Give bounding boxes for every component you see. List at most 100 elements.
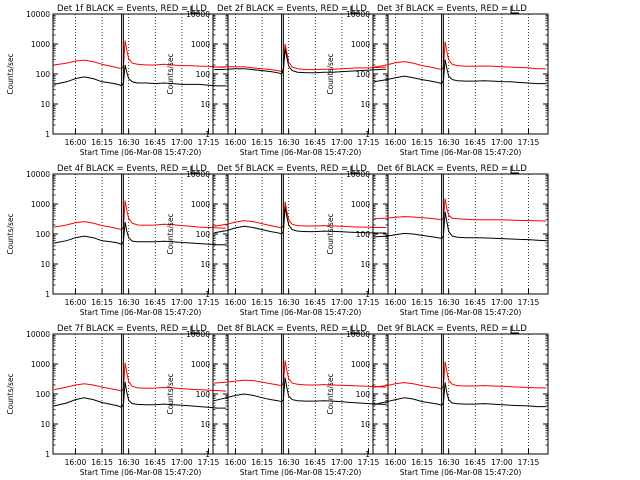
x-tick-label: 17:00	[171, 298, 193, 307]
x-tick-label: 17:15	[358, 298, 380, 307]
x-tick-label: 16:30	[118, 298, 140, 307]
panel-title: Det 6f BLACK = Events, RED = LLD	[377, 164, 527, 174]
legend-box	[510, 166, 519, 174]
x-axis-label: Start Time (06-Mar-08 15:47:20)	[80, 308, 202, 317]
series-line-lld	[374, 41, 547, 71]
y-tick-label: 10000	[346, 170, 370, 179]
x-tick-label: 16:15	[251, 138, 273, 147]
y-tick-label: 10000	[346, 10, 370, 19]
y-tick-label: 1	[365, 290, 370, 299]
series-line-lld	[54, 362, 227, 392]
x-tick-label: 16:45	[464, 298, 486, 307]
x-tick-label: 17:15	[358, 138, 380, 147]
y-tick-label: 1	[205, 130, 210, 139]
x-axis-label: Start Time (06-Mar-08 15:47:20)	[400, 468, 522, 477]
y-tick-label: 1000	[31, 200, 50, 209]
x-tick-label: 16:00	[65, 298, 87, 307]
x-tick-label: 17:15	[518, 298, 540, 307]
y-tick-label: 1	[365, 450, 370, 459]
y-tick-label: 100	[36, 230, 51, 239]
y-tick-label: 10	[360, 100, 370, 109]
x-tick-label: 16:45	[144, 138, 166, 147]
y-tick-label: 100	[356, 70, 371, 79]
x-tick-label: 17:00	[171, 458, 193, 467]
legend-box	[510, 6, 519, 14]
y-tick-label: 10000	[186, 170, 210, 179]
x-tick-label: 17:00	[331, 138, 353, 147]
legend-box	[190, 6, 199, 14]
series-line-lld	[214, 43, 387, 73]
panel-title: Det 4f BLACK = Events, RED = LLD	[57, 164, 207, 174]
x-tick-label: 16:15	[91, 138, 113, 147]
y-tick-label: 1	[45, 290, 50, 299]
series-line-events	[214, 377, 387, 405]
x-tick-label: 16:45	[144, 298, 166, 307]
x-axis-label: Start Time (06-Mar-08 15:47:20)	[240, 148, 362, 157]
panel-title: Det 8f BLACK = Events, RED = LLD	[217, 324, 367, 334]
y-tick-label: 10	[360, 420, 370, 429]
y-tick-label: 10	[360, 260, 370, 269]
x-axis-label: Start Time (06-Mar-08 15:47:20)	[240, 308, 362, 317]
x-tick-label: 17:00	[491, 138, 513, 147]
x-tick-label: 17:15	[358, 458, 380, 467]
y-tick-label: 1000	[351, 40, 370, 49]
x-axis-label: Start Time (06-Mar-08 15:47:20)	[400, 308, 522, 317]
y-tick-label: 1000	[31, 40, 50, 49]
y-tick-label: 1000	[351, 360, 370, 369]
y-tick-label: 10000	[26, 10, 50, 19]
panel-title: Det 5f BLACK = Events, RED = LLD	[217, 164, 367, 174]
x-tick-label: 16:15	[91, 458, 113, 467]
series-line-lld	[214, 201, 387, 229]
y-tick-label: 100	[36, 390, 51, 399]
series-line-events	[374, 59, 547, 85]
y-tick-label: 100	[356, 390, 371, 399]
x-tick-label: 16:30	[118, 458, 140, 467]
panel-det-6: Det 6f BLACK = Events, RED = LLD 1 10 100 10…	[326, 164, 549, 317]
y-axis-label: Counts/sec	[166, 213, 175, 254]
y-axis-label: Counts/sec	[326, 53, 335, 94]
y-tick-label: 1000	[31, 360, 50, 369]
series-line-events	[374, 382, 547, 408]
panel-title: Det 9f BLACK = Events, RED = LLD	[377, 324, 527, 334]
y-tick-label: 10	[200, 260, 210, 269]
y-axis-label: Counts/sec	[326, 373, 335, 414]
y-tick-label: 1	[365, 130, 370, 139]
x-tick-label: 16:45	[304, 138, 326, 147]
x-tick-label: 17:15	[518, 138, 540, 147]
x-tick-label: 17:15	[198, 138, 220, 147]
x-tick-label: 16:30	[438, 458, 460, 467]
series-line-events	[54, 382, 227, 409]
y-tick-label: 1000	[191, 360, 210, 369]
x-tick-label: 16:15	[411, 138, 433, 147]
x-tick-label: 17:00	[171, 138, 193, 147]
series-line-lld	[214, 360, 387, 388]
x-tick-label: 17:00	[331, 458, 353, 467]
x-tick-label: 16:30	[438, 298, 460, 307]
y-tick-label: 10	[200, 100, 210, 109]
y-axis-label: Counts/sec	[166, 373, 175, 414]
y-tick-label: 10000	[346, 330, 370, 339]
x-tick-label: 16:00	[225, 298, 247, 307]
y-tick-label: 1	[45, 450, 50, 459]
y-tick-label: 10	[40, 100, 50, 109]
panel-title: Det 7f BLACK = Events, RED = LLD	[57, 324, 207, 334]
panel-det-8: Det 8f BLACK = Events, RED = LLD 1 10 100 10…	[166, 324, 389, 477]
x-tick-label: 16:00	[65, 138, 87, 147]
x-tick-label: 16:15	[251, 458, 273, 467]
legend-box	[350, 6, 359, 14]
y-tick-label: 100	[356, 230, 371, 239]
x-tick-label: 17:00	[491, 298, 513, 307]
series-line-events	[54, 64, 227, 87]
y-tick-label: 100	[196, 390, 211, 399]
series-line-lld	[374, 198, 547, 222]
x-tick-label: 16:30	[278, 298, 300, 307]
x-axis-label: Start Time (06-Mar-08 15:47:20)	[80, 468, 202, 477]
x-axis-label: Start Time (06-Mar-08 15:47:20)	[400, 148, 522, 157]
y-axis-label: Counts/sec	[6, 213, 15, 254]
x-tick-label: 16:45	[304, 298, 326, 307]
y-tick-label: 1000	[191, 40, 210, 49]
series-line-events	[214, 48, 387, 75]
x-tick-label: 16:45	[144, 458, 166, 467]
